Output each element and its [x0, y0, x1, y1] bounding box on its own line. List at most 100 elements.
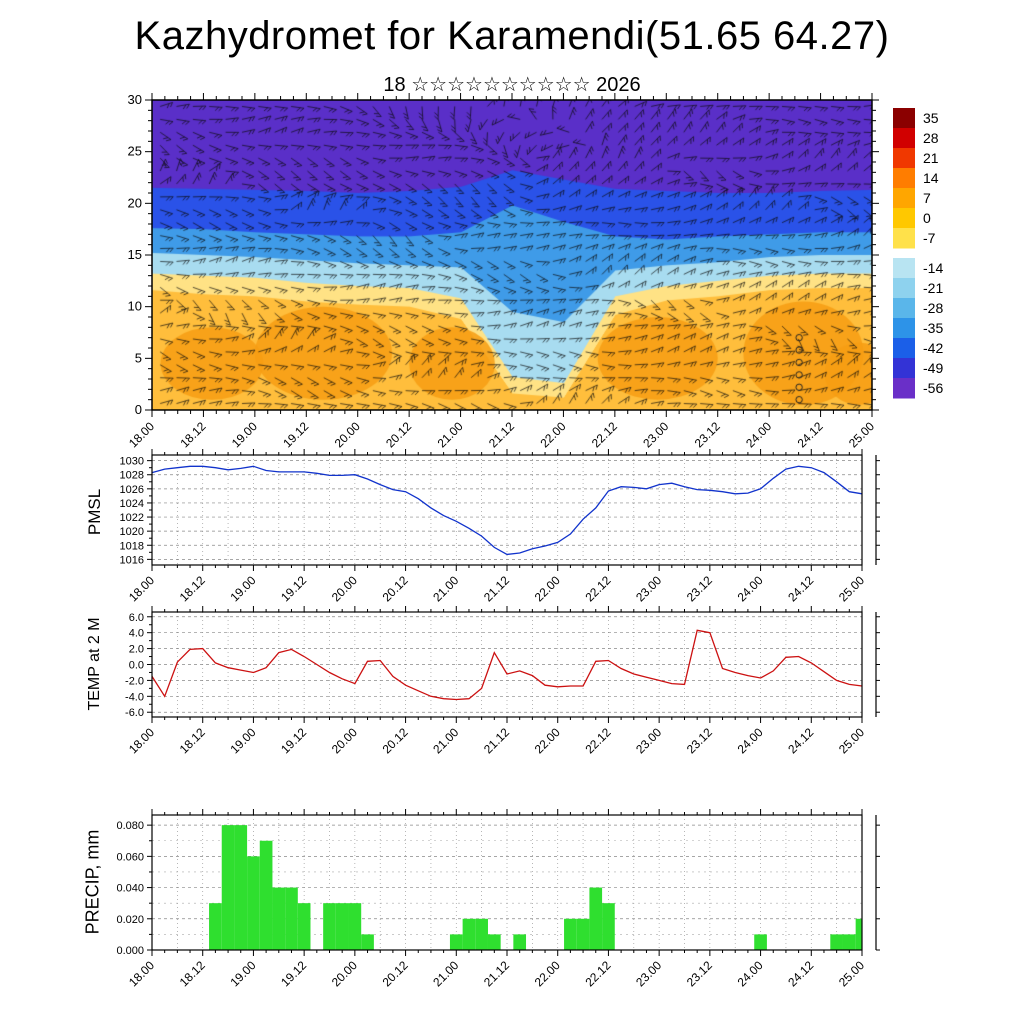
svg-text:23.12: 23.12 — [684, 958, 715, 989]
svg-text:24.00: 24.00 — [735, 573, 766, 604]
temp-2m-chart: -6.0 -4.0 -2.0 0.0 2.0 4.0 6.0 18.00 18.12 19.00 1… — [125, 606, 880, 756]
svg-text:2.0: 2.0 — [129, 644, 144, 656]
svg-text:19.00: 19.00 — [227, 573, 258, 604]
svg-text:-28: -28 — [923, 300, 943, 316]
pmsl-chart: 1016 1018 1020 1022 1024 1026 1028 1030 18.00 18.… — [120, 449, 880, 604]
svg-text:21.12: 21.12 — [481, 958, 512, 989]
temp-axis-label: TEMP at 2 M — [86, 617, 103, 711]
svg-text:18.00: 18.00 — [126, 419, 157, 450]
svg-text:1018: 1018 — [120, 540, 144, 552]
svg-text:1020: 1020 — [120, 526, 144, 538]
svg-text:-2.0: -2.0 — [125, 675, 144, 687]
svg-text:25.00: 25.00 — [836, 573, 867, 604]
svg-text:24.00: 24.00 — [735, 958, 766, 989]
svg-text:-35: -35 — [923, 320, 943, 336]
svg-text:20: 20 — [128, 195, 142, 210]
svg-text:20.12: 20.12 — [380, 573, 411, 604]
svg-text:0.020: 0.020 — [116, 914, 144, 926]
svg-text:20.00: 20.00 — [329, 573, 360, 604]
svg-text:0.080: 0.080 — [116, 820, 144, 832]
svg-text:25.00: 25.00 — [836, 958, 867, 989]
temperature-colorbar: 35 28 21 14 7 0 -7 -14 -21 -28 -35 -42 -49 -56 — [893, 108, 943, 399]
svg-text:21.00: 21.00 — [430, 573, 461, 604]
svg-text:19.00: 19.00 — [227, 725, 258, 756]
svg-text:-6.0: -6.0 — [125, 707, 144, 719]
svg-text:19.00: 19.00 — [227, 958, 258, 989]
svg-text:-42: -42 — [923, 340, 943, 356]
svg-text:20.00: 20.00 — [332, 419, 363, 450]
svg-text:0.040: 0.040 — [116, 883, 144, 895]
svg-text:25.00: 25.00 — [846, 419, 877, 450]
svg-text:24.12: 24.12 — [785, 958, 816, 989]
svg-text:35: 35 — [923, 110, 939, 126]
svg-text:1022: 1022 — [120, 512, 144, 524]
svg-text:19.12: 19.12 — [280, 419, 311, 450]
svg-text:0.0: 0.0 — [129, 660, 144, 672]
svg-text:19.12: 19.12 — [278, 725, 309, 756]
svg-text:-49: -49 — [923, 360, 943, 376]
svg-text:14: 14 — [923, 170, 939, 186]
svg-text:21.12: 21.12 — [486, 419, 517, 450]
svg-text:25.00: 25.00 — [836, 725, 867, 756]
cross-section-canvas — [152, 100, 872, 410]
pmsl-axis-label: PMSL — [85, 488, 104, 536]
svg-text:1016: 1016 — [120, 554, 144, 566]
subtitle-stars-icon: ☆☆☆☆☆☆☆☆☆☆ — [411, 74, 591, 96]
svg-text:23.00: 23.00 — [633, 958, 664, 989]
svg-text:0: 0 — [923, 210, 931, 226]
svg-text:7: 7 — [923, 190, 931, 206]
svg-text:18.12: 18.12 — [177, 958, 208, 989]
svg-text:22.12: 22.12 — [582, 958, 613, 989]
svg-text:19.12: 19.12 — [278, 958, 309, 989]
svg-text:18.00: 18.00 — [126, 725, 157, 756]
svg-text:18.12: 18.12 — [177, 419, 208, 450]
svg-text:23.12: 23.12 — [684, 573, 715, 604]
cross-section-axes: 0 5 10 15 20 25 30 18.00 18.12 19.00 19.12 20.00 20.… — [126, 92, 879, 450]
svg-text:21.12: 21.12 — [481, 725, 512, 756]
svg-text:20.12: 20.12 — [383, 419, 414, 450]
svg-text:18.00: 18.00 — [126, 573, 157, 604]
svg-text:24.00: 24.00 — [743, 419, 774, 450]
svg-text:22.00: 22.00 — [537, 419, 568, 450]
svg-text:0: 0 — [135, 402, 142, 417]
svg-text:23.00: 23.00 — [633, 573, 664, 604]
svg-text:10: 10 — [128, 299, 142, 314]
svg-text:22.00: 22.00 — [532, 573, 563, 604]
svg-text:23.12: 23.12 — [684, 725, 715, 756]
svg-text:30: 30 — [128, 92, 142, 107]
svg-text:19.12: 19.12 — [278, 573, 309, 604]
svg-text:21.00: 21.00 — [430, 958, 461, 989]
svg-text:-14: -14 — [923, 260, 943, 276]
svg-text:22.12: 22.12 — [589, 419, 620, 450]
svg-text:18.12: 18.12 — [177, 573, 208, 604]
svg-text:24.12: 24.12 — [785, 725, 816, 756]
svg-text:25: 25 — [128, 144, 142, 159]
svg-text:24.12: 24.12 — [795, 419, 826, 450]
svg-text:22.12: 22.12 — [582, 573, 613, 604]
svg-text:18.00: 18.00 — [126, 958, 157, 989]
svg-text:21: 21 — [923, 150, 939, 166]
page-subtitle: 18 ☆☆☆☆☆☆☆☆☆☆ 2026 — [0, 72, 1024, 97]
svg-text:19.00: 19.00 — [229, 419, 260, 450]
svg-text:21.00: 21.00 — [435, 419, 466, 450]
svg-text:-7: -7 — [923, 230, 936, 246]
svg-text:15: 15 — [128, 247, 142, 262]
precip-chart: 0.000 0.020 0.040 0.060 0.080 18.00 18.12 19.00… — [116, 809, 880, 989]
svg-text:22.00: 22.00 — [532, 725, 563, 756]
svg-text:23.00: 23.00 — [633, 725, 664, 756]
svg-text:18.12: 18.12 — [177, 725, 208, 756]
svg-text:20.12: 20.12 — [380, 725, 411, 756]
svg-text:22.12: 22.12 — [582, 725, 613, 756]
svg-text:-21: -21 — [923, 280, 943, 296]
svg-text:1024: 1024 — [120, 498, 144, 510]
svg-text:-56: -56 — [923, 380, 943, 396]
svg-text:20.00: 20.00 — [329, 958, 360, 989]
subtitle-year: 2026 — [596, 74, 641, 96]
page-title: Kazhydromet for Karamendi(51.65 64.27) — [134, 14, 890, 58]
svg-text:1026: 1026 — [120, 484, 144, 496]
subtitle-day: 18 — [383, 74, 406, 96]
svg-text:28: 28 — [923, 130, 939, 146]
svg-text:21.00: 21.00 — [430, 725, 461, 756]
